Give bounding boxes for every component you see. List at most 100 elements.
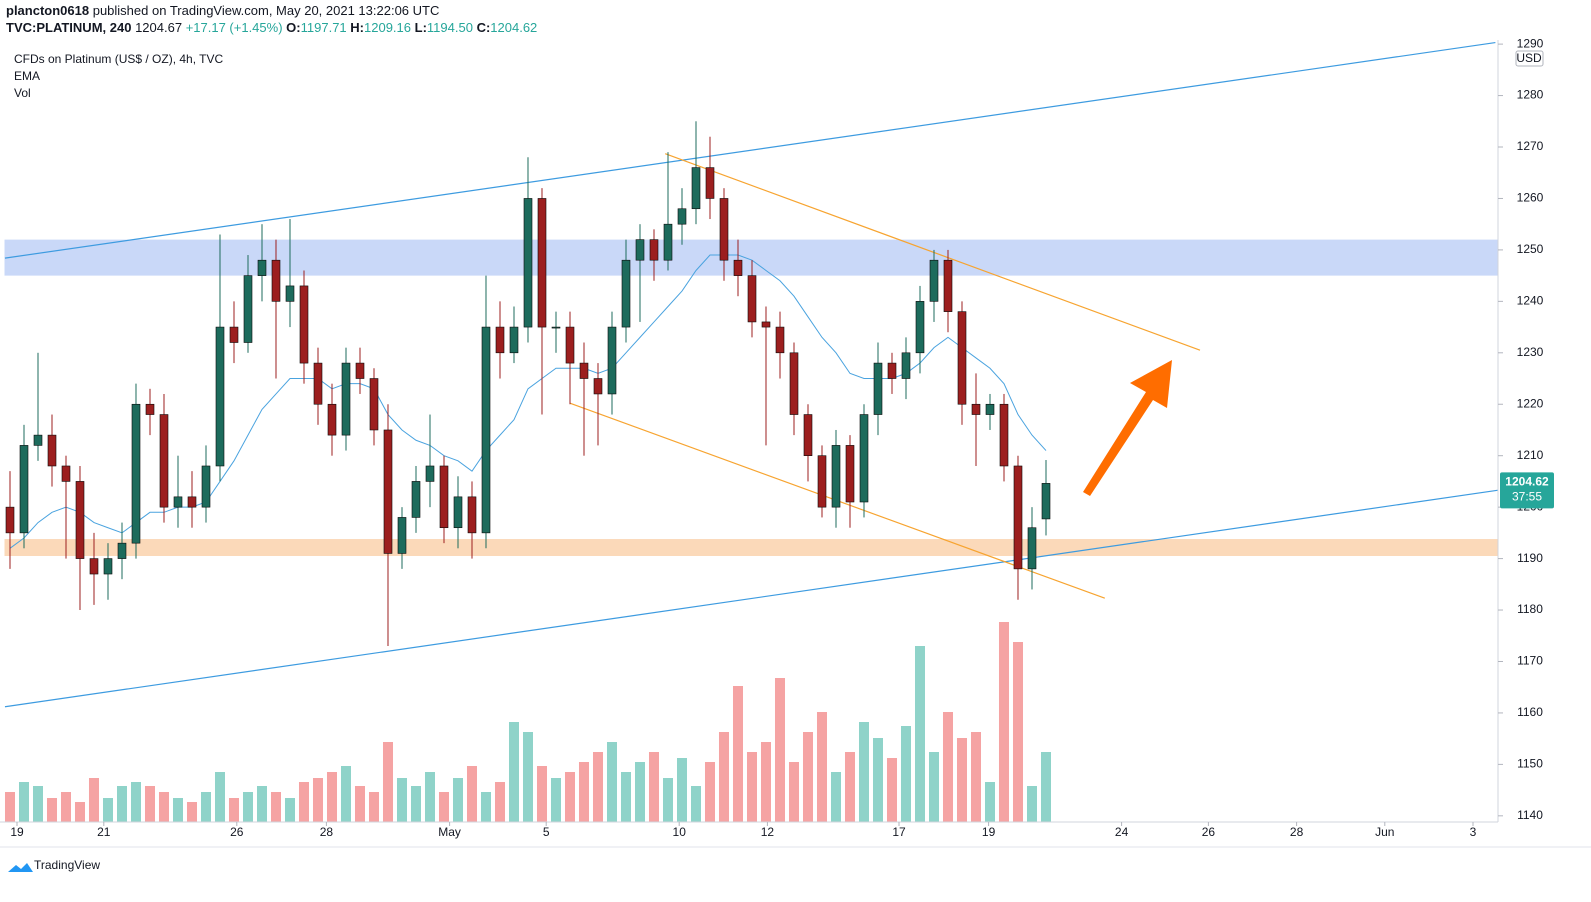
zone <box>4 539 1499 557</box>
volume-bar <box>830 772 841 822</box>
volume-bar <box>592 752 603 822</box>
ohlc-value: 1204.62 <box>490 20 537 35</box>
candle-body <box>467 496 477 534</box>
candle-body <box>985 403 995 415</box>
ohlc-value: 1194.50 <box>427 20 473 35</box>
volume-bar <box>914 646 925 822</box>
publisher: plancton0618 <box>6 3 89 18</box>
candle-body <box>47 434 57 467</box>
candle-body <box>481 326 491 534</box>
ema-line <box>9 254 1047 549</box>
candle-body <box>579 362 589 379</box>
candle-body <box>607 326 617 395</box>
y-tick-label: 1220 <box>1517 396 1544 410</box>
candle-body <box>509 326 519 354</box>
candle-body <box>369 378 379 431</box>
x-tick-label: May <box>438 825 461 839</box>
symbol: TVC:PLATINUM, 240 <box>6 20 131 35</box>
candle-body <box>957 311 967 405</box>
y-tick-label: 1230 <box>1517 345 1544 359</box>
brand: TradingView <box>34 858 100 872</box>
candle-body <box>5 506 15 534</box>
candle-body <box>215 326 225 467</box>
volume-bar <box>144 786 155 822</box>
currency-box <box>1515 50 1544 67</box>
candle-body <box>523 198 533 328</box>
volume-bar <box>494 782 505 822</box>
volume-bar <box>620 772 631 822</box>
candle-body <box>999 403 1009 467</box>
x-tick-label: 21 <box>97 825 111 839</box>
candle-body <box>649 239 659 261</box>
candle-body <box>845 445 855 503</box>
volume-bar <box>452 778 463 822</box>
candle-body <box>635 239 645 261</box>
candle-body <box>75 481 85 559</box>
volume-bar <box>970 732 981 822</box>
change: +17.17 (+1.45%) <box>186 20 283 35</box>
volume-bar <box>802 732 813 822</box>
volume-bar <box>88 778 99 822</box>
header-line: plancton0618 published on TradingView.co… <box>6 3 439 18</box>
volume-bar <box>942 712 953 822</box>
x-tick-label: 12 <box>761 825 775 839</box>
candle-body <box>285 285 295 302</box>
candle-body <box>551 326 561 329</box>
x-tick-label: 26 <box>230 825 244 839</box>
candle-body <box>565 326 575 364</box>
volume-bar <box>46 798 57 822</box>
volume-bar <box>662 778 673 822</box>
candle-body <box>229 326 239 343</box>
plot <box>4 41 1499 822</box>
candle-body <box>873 362 883 415</box>
y-tick-label: 1160 <box>1517 705 1543 719</box>
volume-bar <box>998 622 1009 822</box>
ohlc-value: 1197.71 <box>301 20 347 35</box>
candle-body <box>831 445 841 508</box>
candle-body <box>621 259 631 328</box>
volume-bar <box>704 762 715 822</box>
volume-bar <box>340 766 351 822</box>
candle-body <box>1041 483 1051 520</box>
candle-body <box>775 326 785 354</box>
volume-bar <box>788 762 799 822</box>
candle-body <box>61 465 71 482</box>
candle-body <box>131 403 141 544</box>
x-tick-label: 26 <box>1202 825 1216 839</box>
x-tick-label: 28 <box>320 825 334 839</box>
volume-bar <box>578 762 589 822</box>
y-tick-label: 1140 <box>1517 808 1543 822</box>
candle-body <box>19 445 29 534</box>
volume-bar <box>326 772 337 822</box>
trend-line <box>664 153 1201 351</box>
y-tick-label: 1240 <box>1517 294 1544 308</box>
legend-item: EMA <box>14 69 40 83</box>
volume-bar <box>354 786 365 822</box>
y-tick-label: 1290 <box>1517 36 1544 50</box>
candle-body <box>327 403 337 436</box>
volume-bar <box>368 792 379 822</box>
volume-bar <box>886 758 897 822</box>
volume-bar <box>74 802 85 822</box>
countdown: 37:55 <box>1512 490 1542 504</box>
volume-bar <box>18 782 29 822</box>
candle-body <box>705 167 715 199</box>
y-tick-label: 1260 <box>1517 191 1544 205</box>
volume-bar <box>606 742 617 822</box>
volume-bar <box>424 772 435 822</box>
candle-body <box>103 558 113 575</box>
trend-line <box>4 41 1496 259</box>
candle-body <box>719 198 729 261</box>
y-tick-label: 1190 <box>1517 551 1543 565</box>
volume-bar <box>396 778 407 822</box>
volume-bar <box>746 752 757 822</box>
volume-bar <box>270 792 281 822</box>
candle-body <box>299 285 309 364</box>
ohlc-label: C: <box>477 20 491 35</box>
candle-body <box>677 208 687 225</box>
candle-body <box>257 259 267 276</box>
volume-bar <box>1040 752 1051 822</box>
candle-body <box>1013 465 1023 570</box>
